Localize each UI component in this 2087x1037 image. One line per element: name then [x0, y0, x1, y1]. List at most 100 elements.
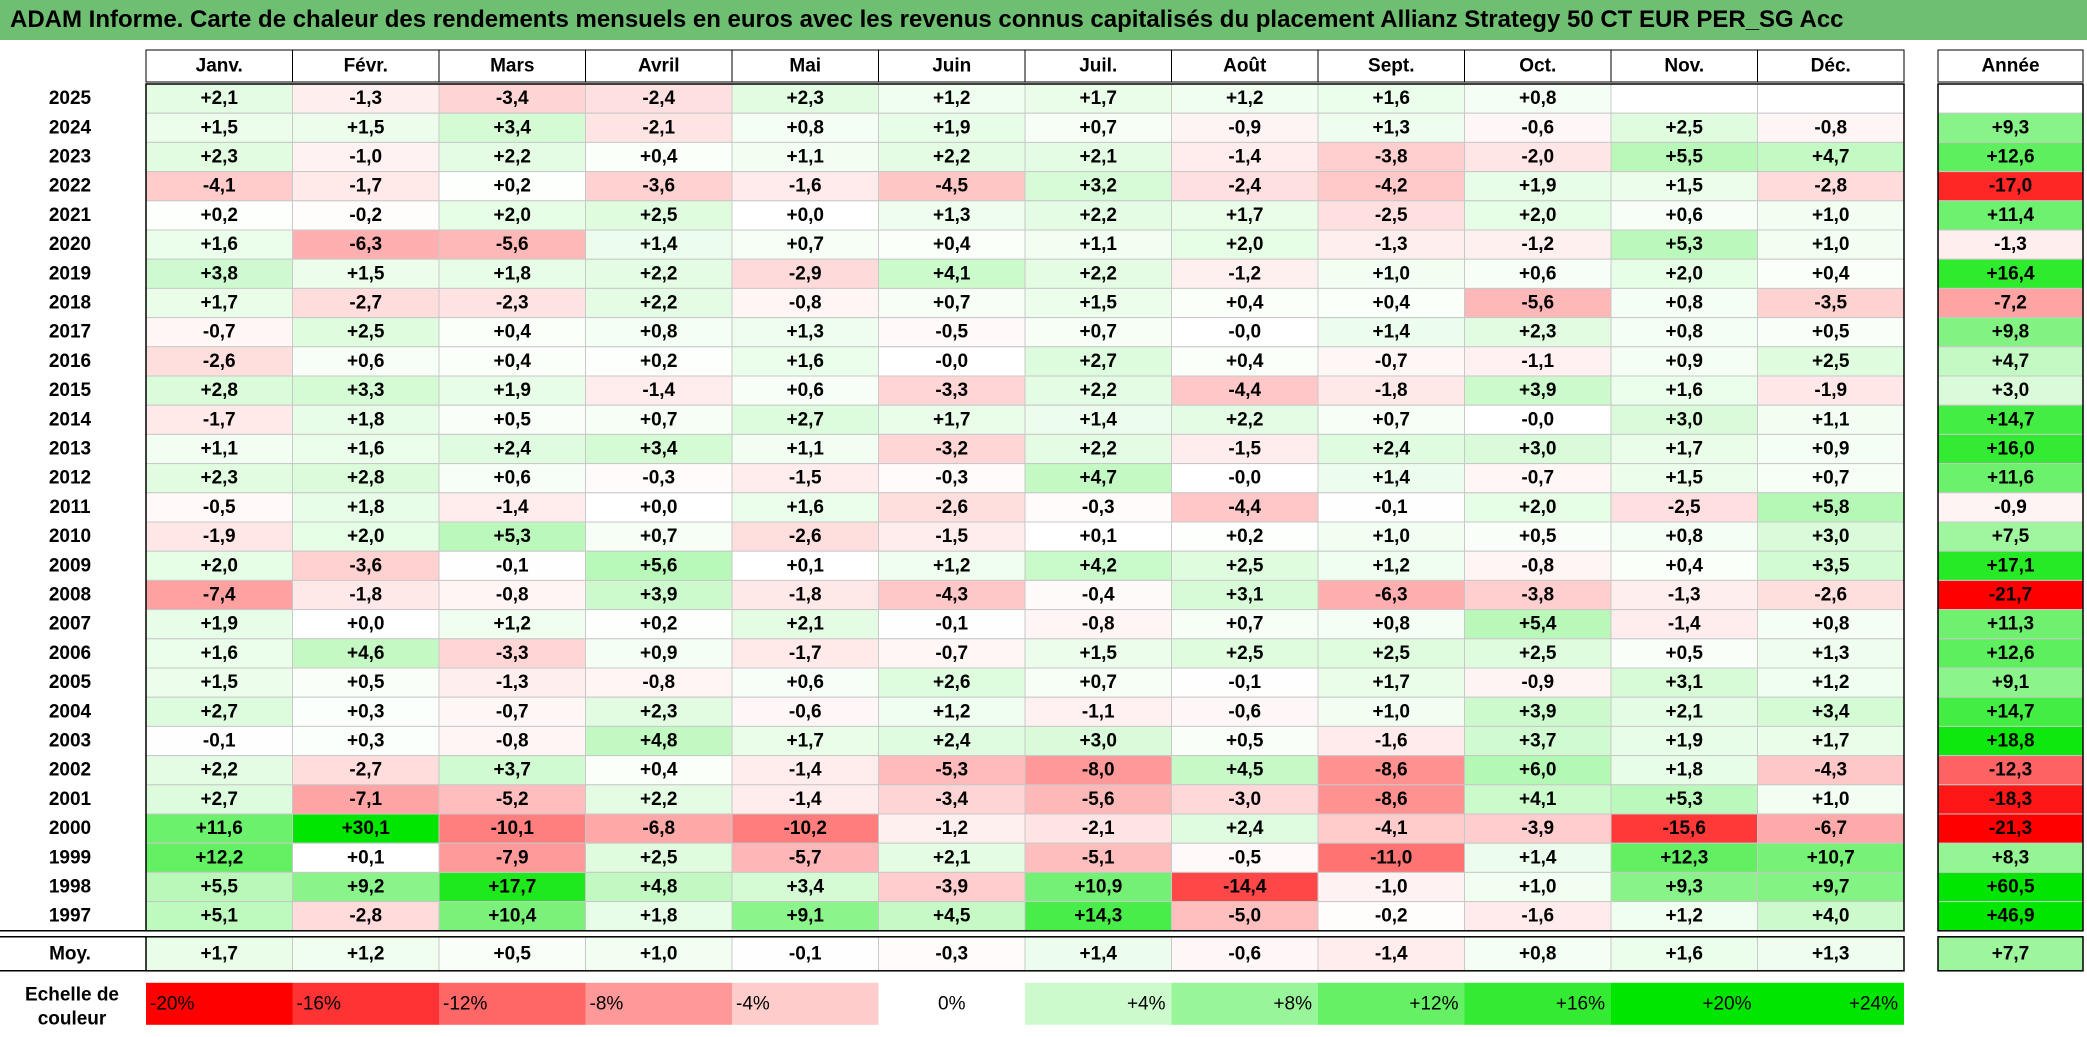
- cell-value: +2,7: [786, 409, 824, 430]
- heatmap-cell: [1464, 433, 1612, 465]
- cell-value: +1,9: [493, 380, 531, 401]
- average-cell: [1317, 936, 1465, 972]
- cell-value: +1,6: [1372, 88, 1410, 109]
- row-year-label: 2010: [49, 526, 91, 547]
- heatmap-cell: [1171, 83, 1319, 114]
- heatmap-cell: [1024, 755, 1172, 786]
- cell-value: -10,2: [784, 818, 827, 839]
- cell-value: -3,6: [349, 555, 382, 576]
- heatmap-cell: [1171, 871, 1319, 903]
- cell-value: -1,4: [1668, 614, 1701, 635]
- cell-value: -0,6: [1228, 701, 1261, 722]
- row-year-label: 2022: [49, 176, 91, 197]
- cell-value: -1,3: [496, 672, 529, 693]
- cell-value: -1,4: [496, 497, 529, 518]
- cell-value: -1,0: [349, 147, 382, 168]
- cell-value: +0,5: [1665, 643, 1703, 664]
- heatmap-cell: [585, 550, 733, 581]
- heatmap-cell: [1610, 346, 1758, 377]
- heatmap-cell: [292, 346, 440, 377]
- cell-value: +0,8: [1665, 526, 1703, 547]
- cell-value: +9,2: [347, 877, 385, 898]
- year-total-cell: [1937, 229, 2084, 260]
- row-year-label: 2006: [49, 643, 91, 664]
- heatmap-cell: [585, 112, 733, 143]
- cell-value: +2,6: [933, 672, 971, 693]
- heatmap-cell: [1464, 258, 1612, 289]
- heatmap-cell: [1171, 550, 1319, 581]
- cell-value: -0,5: [203, 497, 236, 518]
- year-total-value: +12,6: [1986, 643, 2034, 664]
- heatmap-cell: [1757, 725, 1905, 757]
- cell-value: +2,3: [640, 701, 678, 722]
- heatmap-cell: [1757, 375, 1905, 406]
- heatmap-cell: [1464, 492, 1612, 523]
- cell-value: +0,8: [1519, 88, 1557, 109]
- row-year-label: 2007: [49, 614, 91, 635]
- heatmap-cell: [1464, 404, 1612, 435]
- cell-value: -5,6: [1521, 293, 1554, 314]
- cell-value: +0,6: [493, 468, 531, 489]
- month-header: Mars: [490, 56, 534, 77]
- row-year-label: 2017: [49, 322, 91, 343]
- cell-value: +2,5: [1226, 643, 1264, 664]
- row-year-label: 2003: [49, 731, 91, 752]
- row-year-label: 2016: [49, 351, 91, 372]
- heatmap-cell: [731, 375, 879, 406]
- heatmap-cell: [1757, 667, 1905, 698]
- cell-value: +2,7: [200, 701, 238, 722]
- cell-value: +5,5: [1665, 147, 1703, 168]
- cell-value: +1,4: [1519, 847, 1557, 868]
- heatmap-cell: [438, 463, 586, 494]
- cell-value: +3,4: [493, 117, 531, 138]
- cell-value: +1,5: [200, 672, 238, 693]
- page-title: ADAM Informe. Carte de chaleur des rende…: [0, 0, 2087, 40]
- heatmap-cell: [878, 112, 1026, 143]
- heatmap-cell: [585, 784, 733, 815]
- row-year-label: 2001: [49, 789, 92, 810]
- year-total-cell: [1937, 83, 2084, 114]
- cell-value: +3,5: [1812, 555, 1850, 576]
- cell-value: -1,5: [789, 468, 822, 489]
- average-value: -0,1: [789, 943, 822, 964]
- heatmap-cell: [438, 287, 586, 319]
- cell-value: +1,2: [493, 614, 531, 635]
- cell-value: -0,7: [1521, 468, 1554, 489]
- cell-value: +5,1: [200, 906, 238, 927]
- heatmap-cell: [878, 609, 1026, 640]
- cell-value: -0,5: [935, 322, 968, 343]
- cell-value: -1,4: [789, 789, 822, 810]
- cell-value: +1,6: [200, 234, 238, 255]
- cell-value: -2,5: [1375, 205, 1408, 226]
- heatmap-cell: [1024, 258, 1172, 289]
- heatmap-cell: [1464, 463, 1612, 494]
- heatmap-cell: [1317, 755, 1465, 786]
- year-total-value: -21,3: [1989, 818, 2032, 839]
- cell-value: +1,8: [347, 497, 385, 518]
- cell-value: -4,3: [1814, 760, 1847, 781]
- cell-value: -7,4: [203, 585, 236, 606]
- heatmap-cell: [1757, 317, 1905, 348]
- heatmap-cell: [878, 521, 1026, 552]
- heatmap-cell: [878, 171, 1026, 202]
- heatmap-cell: [438, 521, 586, 552]
- heatmap-cell: [585, 229, 733, 260]
- cell-value: +1,7: [933, 409, 971, 430]
- average-value: +1,3: [1812, 943, 1850, 964]
- month-header: Nov.: [1664, 56, 1704, 77]
- cell-value: +2,0: [493, 205, 531, 226]
- heatmap-cell: [1464, 550, 1612, 581]
- year-total-value: +12,6: [1986, 147, 2034, 168]
- cell-value: +3,0: [1079, 731, 1117, 752]
- row-year-label: 2004: [49, 701, 92, 722]
- heatmap-cell: [438, 492, 586, 523]
- cell-value: -0,8: [496, 731, 529, 752]
- cell-value: -0,1: [1375, 497, 1408, 518]
- heatmap-cell: [731, 346, 879, 377]
- cell-value: -4,1: [203, 176, 236, 197]
- cell-value: +3,1: [1665, 672, 1703, 693]
- heatmap-cell: [1024, 842, 1172, 873]
- scale-value: +12%: [1409, 993, 1458, 1014]
- heatmap-cell: [145, 171, 293, 202]
- heatmap-cell: [1317, 287, 1465, 319]
